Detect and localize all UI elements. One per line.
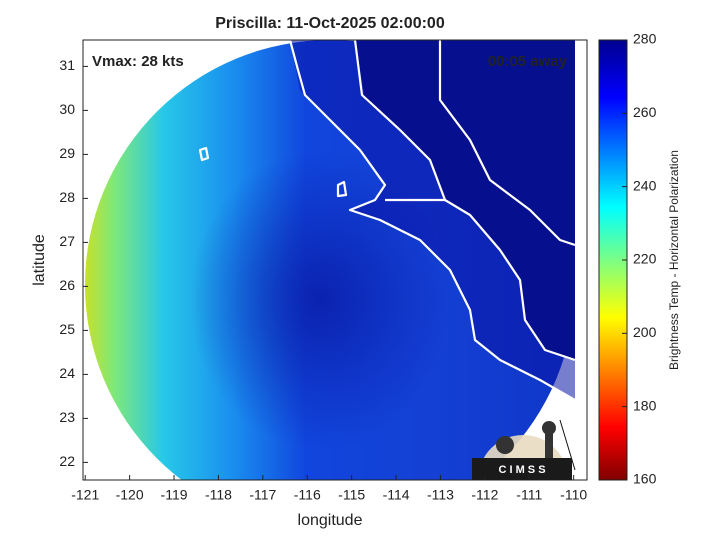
x-tick-label: -114 — [383, 487, 410, 503]
y-tick-label: 22 — [59, 453, 75, 469]
colorbar-label: Brightness Temp - Horizontal Polarizatio… — [667, 150, 681, 370]
colorbar-tick-label: 220 — [633, 251, 657, 267]
x-tick-label: -110 — [560, 487, 587, 503]
y-tick-label: 31 — [59, 57, 75, 73]
y-tick-label: 29 — [59, 145, 75, 161]
y-tick-label: 23 — [59, 409, 75, 425]
y-axis-label: latitude — [31, 234, 48, 286]
colorbar-tick-label: 200 — [633, 324, 657, 340]
x-tick-label: -117 — [249, 487, 276, 503]
colorbar-tick-label: 180 — [633, 397, 657, 413]
x-tick-label: -113 — [427, 487, 454, 503]
cimss-logo: C I M S S — [472, 421, 572, 480]
y-tick-label: 27 — [59, 233, 75, 249]
x-tick-label: -120 — [116, 487, 144, 503]
y-tick-label: 28 — [59, 189, 75, 205]
colorbar-tick-label: 280 — [633, 31, 657, 47]
colorbar-tick-label: 160 — [633, 471, 657, 487]
vmax-annotation: Vmax: 28 kts — [92, 53, 184, 70]
y-tick-label: 30 — [59, 101, 75, 117]
plot-frame — [82, 39, 588, 481]
chart-title: Priscilla: 11-Oct-2025 02:00:00 — [215, 15, 445, 32]
x-axis-label: longitude — [298, 512, 363, 529]
x-tick-label: -119 — [161, 487, 188, 503]
colorbar-tick-label: 260 — [633, 104, 657, 120]
x-tick-label: -112 — [471, 487, 498, 503]
x-tick-label: -118 — [205, 487, 232, 503]
y-tick-label: 25 — [59, 321, 75, 337]
x-tick-label: -116 — [294, 487, 321, 503]
colorbar-tick-label: 240 — [633, 177, 657, 193]
logo-text: C I M S S — [498, 464, 545, 476]
time-annotation: 00:05 away — [488, 53, 568, 70]
x-tick-label: -121 — [71, 487, 99, 503]
map-image — [83, 40, 587, 480]
y-tick-label: 26 — [59, 277, 75, 293]
y-tick-label: 24 — [59, 365, 75, 381]
x-tick-label: -111 — [516, 487, 542, 503]
x-tick-label: -115 — [338, 487, 365, 503]
